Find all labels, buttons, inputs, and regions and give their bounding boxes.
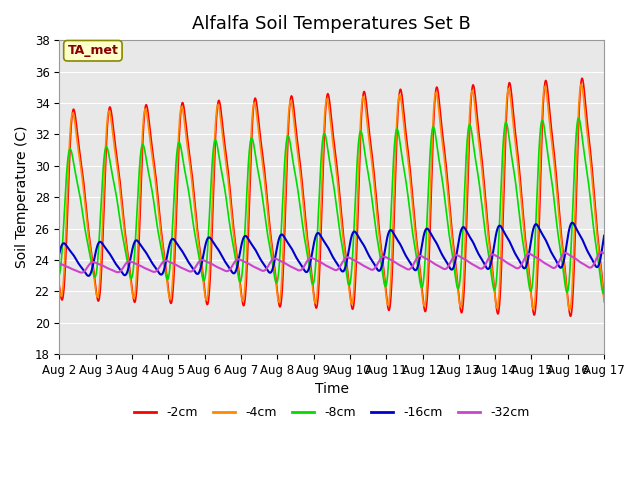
-8cm <box>150 199 157 204</box>
-8cm <box>288 151 296 156</box>
-4cm <box>56 286 63 292</box>
-2cm <box>566 313 574 319</box>
-4cm <box>590 196 598 202</box>
-16cm <box>84 273 92 279</box>
-4cm <box>566 307 573 313</box>
-8cm <box>600 290 607 296</box>
-2cm <box>118 192 125 198</box>
Legend: -2cm, -4cm, -8cm, -16cm, -32cm: -2cm, -4cm, -8cm, -16cm, -32cm <box>129 401 534 424</box>
-2cm <box>264 206 272 212</box>
-16cm <box>56 251 63 257</box>
-16cm <box>150 263 158 268</box>
-8cm <box>118 227 125 232</box>
Line: -32cm: -32cm <box>60 252 604 273</box>
-8cm <box>531 245 539 251</box>
-4cm <box>288 101 296 107</box>
Line: -4cm: -4cm <box>60 84 604 310</box>
-16cm <box>264 269 272 275</box>
-16cm <box>600 233 608 239</box>
-2cm <box>56 283 63 288</box>
-16cm <box>288 246 296 252</box>
-2cm <box>150 156 157 162</box>
-8cm <box>575 115 582 121</box>
-2cm <box>531 312 539 317</box>
-32cm <box>598 250 605 255</box>
-32cm <box>589 262 597 267</box>
X-axis label: Time: Time <box>315 383 349 396</box>
Y-axis label: Soil Temperature (C): Soil Temperature (C) <box>15 126 29 268</box>
-8cm <box>56 272 63 278</box>
-16cm <box>590 260 598 265</box>
-32cm <box>600 251 608 256</box>
-2cm <box>288 93 296 99</box>
Title: Alfalfa Soil Temperatures Set B: Alfalfa Soil Temperatures Set B <box>193 15 471 33</box>
-4cm <box>264 215 272 221</box>
-4cm <box>531 300 539 306</box>
-8cm <box>589 226 597 231</box>
-16cm <box>531 222 539 228</box>
-2cm <box>600 296 608 302</box>
-4cm <box>118 201 125 207</box>
-4cm <box>600 299 608 305</box>
-32cm <box>56 261 63 266</box>
Text: TA_met: TA_met <box>67 44 118 57</box>
-8cm <box>600 289 608 295</box>
-4cm <box>150 165 157 170</box>
-32cm <box>118 267 125 273</box>
-4cm <box>577 82 585 87</box>
-32cm <box>288 264 296 270</box>
-16cm <box>118 269 125 275</box>
Line: -2cm: -2cm <box>60 78 604 316</box>
-32cm <box>264 263 272 269</box>
Line: -8cm: -8cm <box>60 118 604 293</box>
Line: -16cm: -16cm <box>60 223 604 276</box>
-8cm <box>264 235 272 241</box>
-2cm <box>590 185 598 191</box>
-2cm <box>579 75 586 81</box>
-32cm <box>531 254 539 260</box>
-32cm <box>78 270 86 276</box>
-32cm <box>150 269 158 275</box>
-16cm <box>568 220 576 226</box>
